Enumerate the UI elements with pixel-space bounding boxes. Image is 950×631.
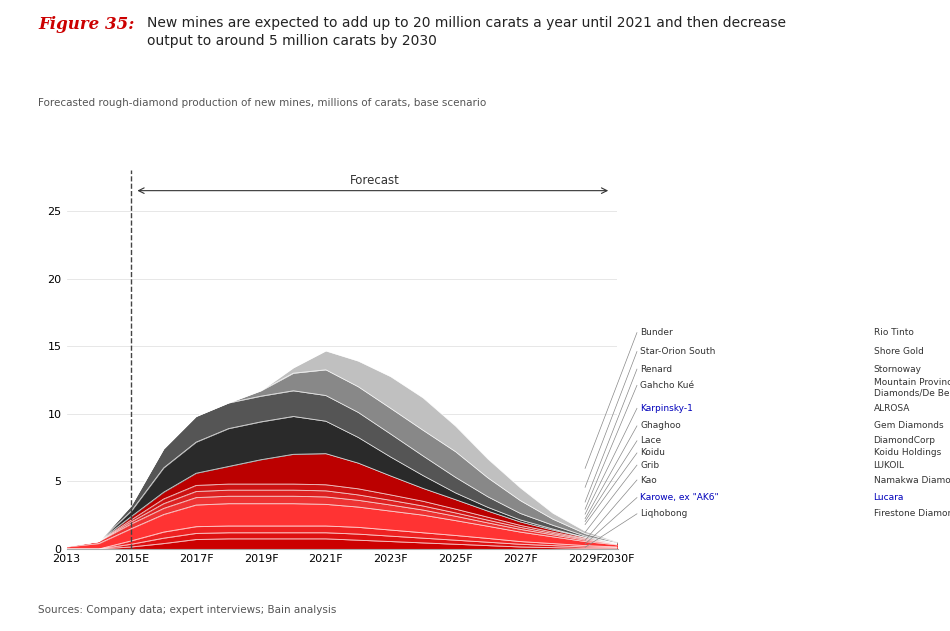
Text: Koidu: Koidu bbox=[640, 449, 665, 457]
Text: Diamonds/De Beers: Diamonds/De Beers bbox=[874, 389, 950, 398]
Text: Karpinsky-1: Karpinsky-1 bbox=[640, 404, 694, 413]
Text: Lucara: Lucara bbox=[874, 493, 904, 502]
Text: Forecasted rough-diamond production of new mines, millions of carats, base scena: Forecasted rough-diamond production of n… bbox=[38, 98, 486, 108]
Text: Star-Orion South: Star-Orion South bbox=[640, 347, 715, 356]
Text: Gahcho Kué: Gahcho Kué bbox=[640, 381, 694, 390]
Text: Lace: Lace bbox=[640, 436, 661, 445]
Text: Stornoway: Stornoway bbox=[874, 365, 921, 374]
Text: Forecast: Forecast bbox=[350, 174, 399, 187]
Text: New mines are expected to add up to 20 million carats a year until 2021 and then: New mines are expected to add up to 20 m… bbox=[147, 16, 787, 48]
Text: Mountain Province: Mountain Province bbox=[874, 378, 950, 387]
Text: Gem Diamonds: Gem Diamonds bbox=[874, 422, 943, 430]
Text: Namakwa Diamonds: Namakwa Diamonds bbox=[874, 476, 950, 485]
Text: Kao: Kao bbox=[640, 476, 657, 485]
Text: Ghaghoo: Ghaghoo bbox=[640, 422, 681, 430]
Text: Grib: Grib bbox=[640, 461, 659, 469]
Text: Firestone Diamonds: Firestone Diamonds bbox=[874, 509, 950, 518]
Text: Liqhobong: Liqhobong bbox=[640, 509, 688, 518]
Text: ALROSA: ALROSA bbox=[874, 404, 910, 413]
Text: Sources: Company data; expert interviews; Bain analysis: Sources: Company data; expert interviews… bbox=[38, 605, 336, 615]
Text: Bunder: Bunder bbox=[640, 328, 673, 337]
Text: LUKOIL: LUKOIL bbox=[874, 461, 904, 469]
Text: Renard: Renard bbox=[640, 365, 673, 374]
Text: Karowe, ex "AK6": Karowe, ex "AK6" bbox=[640, 493, 719, 502]
Text: Shore Gold: Shore Gold bbox=[874, 347, 923, 356]
Text: Koidu Holdings: Koidu Holdings bbox=[874, 449, 940, 457]
Text: Rio Tinto: Rio Tinto bbox=[874, 328, 914, 337]
Text: Figure 35:: Figure 35: bbox=[38, 16, 134, 33]
Text: DiamondCorp: DiamondCorp bbox=[874, 436, 936, 445]
